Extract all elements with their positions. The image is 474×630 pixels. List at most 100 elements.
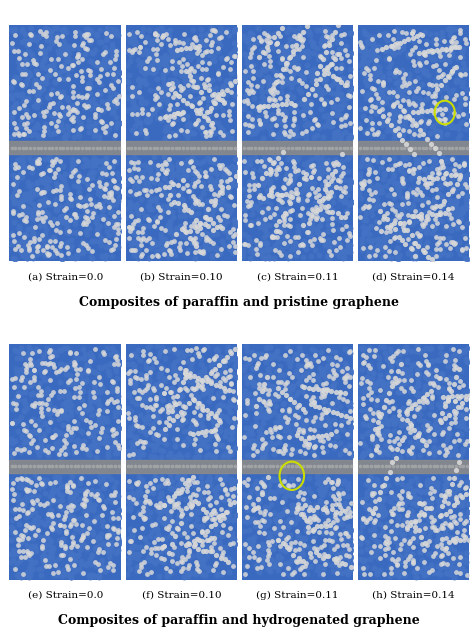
Point: [182, 398, 190, 408]
Point: [422, 497, 429, 507]
Point: [115, 401, 123, 411]
Point: [414, 237, 421, 247]
Point: [164, 178, 172, 188]
Point: [255, 461, 263, 471]
Point: [266, 175, 273, 185]
Point: [20, 500, 28, 510]
Point: [364, 202, 372, 212]
Point: [416, 547, 424, 558]
Point: [36, 564, 43, 574]
Point: [414, 49, 422, 59]
Point: [156, 515, 164, 525]
Point: [110, 531, 118, 541]
Point: [19, 243, 27, 253]
Point: [160, 434, 168, 444]
Point: [378, 104, 385, 114]
Point: [114, 219, 122, 229]
Point: [124, 358, 132, 369]
Point: [447, 418, 455, 428]
Point: [107, 245, 114, 255]
Point: [285, 563, 292, 573]
Point: [388, 204, 395, 214]
Point: [94, 486, 102, 496]
Point: [34, 32, 41, 42]
Point: [153, 193, 160, 203]
Point: [437, 493, 445, 503]
Point: [252, 40, 259, 50]
Point: [71, 556, 79, 566]
Point: [257, 81, 265, 91]
Point: [286, 425, 294, 435]
Point: [434, 66, 442, 76]
Point: [315, 228, 323, 238]
Point: [409, 251, 416, 261]
Point: [87, 440, 94, 450]
Point: [337, 170, 345, 180]
Point: [192, 216, 200, 226]
Point: [452, 143, 460, 153]
Point: [303, 60, 310, 71]
Point: [31, 513, 38, 524]
Point: [126, 413, 133, 423]
Point: [382, 507, 389, 517]
Point: [375, 224, 383, 234]
Point: [129, 220, 137, 231]
Point: [270, 491, 278, 501]
Point: [290, 518, 298, 528]
Point: [294, 360, 301, 370]
Point: [58, 102, 65, 112]
Point: [408, 210, 416, 220]
Point: [86, 81, 94, 91]
Point: [446, 428, 453, 438]
Point: [438, 523, 445, 533]
Point: [396, 544, 404, 554]
Point: [206, 173, 214, 183]
Point: [435, 209, 443, 219]
Point: [414, 106, 421, 117]
Point: [91, 396, 99, 406]
Point: [298, 193, 305, 203]
Point: [328, 59, 335, 69]
Point: [19, 531, 27, 541]
Point: [160, 373, 168, 383]
Point: [20, 396, 27, 406]
Point: [416, 438, 424, 448]
Point: [445, 498, 452, 508]
Point: [325, 522, 333, 532]
Point: [436, 355, 444, 365]
Point: [358, 450, 365, 461]
Point: [28, 524, 36, 534]
Point: [168, 549, 176, 559]
Point: [34, 382, 41, 392]
Point: [292, 184, 300, 194]
Point: [410, 411, 418, 421]
Point: [288, 205, 295, 215]
Point: [154, 143, 161, 153]
Point: [227, 50, 234, 60]
Point: [423, 225, 431, 235]
Point: [145, 389, 153, 399]
Point: [302, 495, 310, 505]
Point: [203, 427, 210, 437]
Point: [219, 89, 227, 100]
Point: [441, 117, 448, 127]
Point: [422, 228, 429, 238]
Point: [383, 518, 391, 529]
Point: [259, 175, 266, 185]
Point: [190, 438, 198, 449]
Point: [256, 521, 264, 531]
Point: [358, 497, 366, 507]
Point: [425, 107, 433, 117]
Point: [34, 512, 41, 522]
Point: [402, 420, 410, 430]
Point: [200, 383, 208, 393]
Point: [10, 448, 18, 458]
Point: [228, 379, 235, 389]
Point: [311, 212, 319, 222]
Point: [166, 101, 174, 111]
Point: [224, 415, 232, 425]
Point: [92, 29, 100, 39]
Point: [173, 114, 180, 124]
Point: [57, 482, 65, 492]
Point: [18, 249, 26, 260]
